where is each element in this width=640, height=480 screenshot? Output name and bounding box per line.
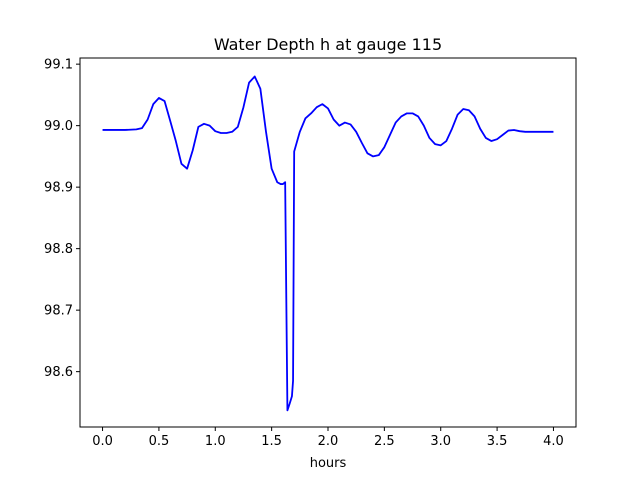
x-tick-label: 3.5 [487, 434, 508, 449]
y-tick-label: 99.1 [44, 58, 73, 73]
y-tick-label: 98.9 [44, 181, 73, 196]
x-tick-label: 2.5 [374, 434, 395, 449]
plot-layer [102, 75, 554, 412]
x-tick-label: 3.0 [430, 434, 451, 449]
series-line-0 [102, 75, 554, 412]
chart-title: Water Depth h at gauge 115 [214, 35, 442, 54]
x-tick-label: 1.5 [261, 434, 282, 449]
y-tick-label: 98.8 [44, 242, 73, 257]
x-axis: 0.0 0.5 1.0 1.5 2.0 2.5 3.0 3.5 4.0 [92, 427, 564, 449]
y-axis: 98.6 98.7 98.8 98.9 99.0 99.1 [44, 58, 80, 380]
x-tick-label: 1.0 [205, 434, 226, 449]
x-tick-label: 0.0 [92, 434, 113, 449]
y-tick-label: 98.7 [44, 304, 73, 319]
x-axis-label: hours [310, 456, 347, 471]
x-tick-label: 0.5 [149, 434, 170, 449]
y-tick-label: 98.6 [44, 365, 73, 380]
x-tick-label: 2.0 [318, 434, 339, 449]
x-tick-label: 4.0 [543, 434, 564, 449]
y-tick-label: 99.0 [44, 119, 73, 134]
